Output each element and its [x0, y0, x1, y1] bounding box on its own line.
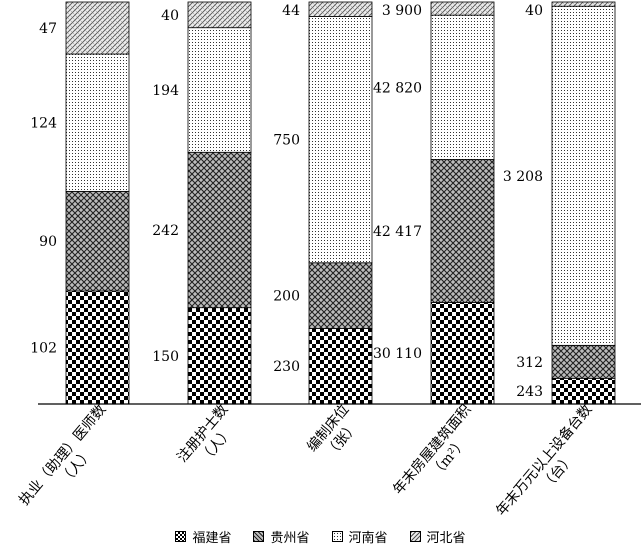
value-label-fujian-5: 243 — [516, 384, 543, 400]
category-label-3: 编制床位（张） — [304, 402, 362, 461]
value-label-hebei-2: 40 — [161, 8, 179, 24]
bar-segment-hebei-1 — [65, 1, 130, 55]
legend-swatch-guizhou — [253, 530, 265, 542]
value-label-guizhou-5: 312 — [516, 355, 543, 371]
value-label-guizhou-4: 42 417 — [373, 224, 422, 240]
legend-swatch-fujian — [175, 530, 187, 542]
category-label-5: 年末万元以上设备台数（台） — [492, 401, 595, 519]
legend-label-guizhou: 贵州省 — [270, 530, 310, 546]
bar-segment-guizhou-1 — [65, 190, 130, 292]
value-label-hebei-3: 44 — [282, 3, 300, 19]
legend-item-fujian: 福建省 — [175, 527, 231, 546]
value-label-henan-3: 750 — [273, 133, 300, 149]
bar-segment-henan-1 — [65, 53, 130, 192]
value-label-henan-4: 42 820 — [373, 80, 422, 96]
legend: 福建省 贵州省 河南省 河北省 — [0, 526, 641, 546]
value-label-fujian-4: 30 110 — [373, 346, 422, 362]
value-label-henan-2: 194 — [152, 83, 179, 99]
bar-segment-fujian-5 — [551, 377, 616, 405]
category-label-4: 年末房屋建筑面积（m²） — [390, 402, 474, 498]
bar-segment-guizhou-4 — [430, 159, 495, 303]
value-label-fujian-2: 150 — [152, 349, 179, 365]
bar-segment-fujian-4 — [430, 302, 495, 405]
value-label-guizhou-3: 200 — [273, 289, 300, 305]
bar-segment-fujian-2 — [187, 307, 252, 405]
category-label-2: 注册护士数（人） — [174, 402, 236, 467]
value-label-hebei-5: 40 — [525, 3, 543, 19]
bar-segment-fujian-1 — [65, 290, 130, 405]
legend-item-henan: 河南省 — [331, 527, 388, 546]
bar-segment-henan-5 — [551, 5, 616, 346]
legend-swatch-henan — [331, 530, 343, 542]
value-label-guizhou-2: 242 — [152, 223, 179, 239]
value-label-fujian-3: 230 — [273, 359, 300, 375]
bar-segment-hebei-2 — [187, 1, 252, 29]
legend-item-guizhou: 贵州省 — [253, 527, 310, 546]
value-label-hebei-1: 47 — [39, 21, 57, 37]
category-label-5-line-1: 年末万元以上设备台数 — [492, 401, 595, 519]
bar-segment-fujian-3 — [308, 328, 373, 405]
value-label-fujian-1: 102 — [30, 341, 57, 357]
bar-segment-henan-2 — [187, 27, 252, 153]
value-label-hebei-4: 3 900 — [382, 3, 422, 19]
legend-label-fujian: 福建省 — [192, 530, 232, 546]
legend-swatch-hebei — [409, 530, 421, 542]
bar-segment-guizhou-3 — [308, 262, 373, 329]
legend-item-hebei: 河北省 — [409, 527, 466, 546]
value-label-henan-1: 124 — [30, 116, 57, 132]
bar-segment-hebei-4 — [430, 1, 495, 16]
legend-label-hebei: 河北省 — [426, 530, 466, 546]
value-label-guizhou-1: 90 — [39, 234, 57, 250]
category-label-1: 执业（助理）医师数（人） — [16, 402, 109, 509]
bar-segment-henan-3 — [308, 16, 373, 264]
legend-label-henan: 河南省 — [348, 530, 388, 546]
bar-segment-hebei-3 — [308, 1, 373, 17]
bar-segment-guizhou-5 — [551, 344, 616, 379]
value-label-henan-5: 3 208 — [503, 169, 543, 185]
bar-segment-hebei-5 — [551, 1, 616, 7]
bar-segment-guizhou-2 — [187, 151, 252, 309]
bar-segment-henan-4 — [430, 14, 495, 160]
